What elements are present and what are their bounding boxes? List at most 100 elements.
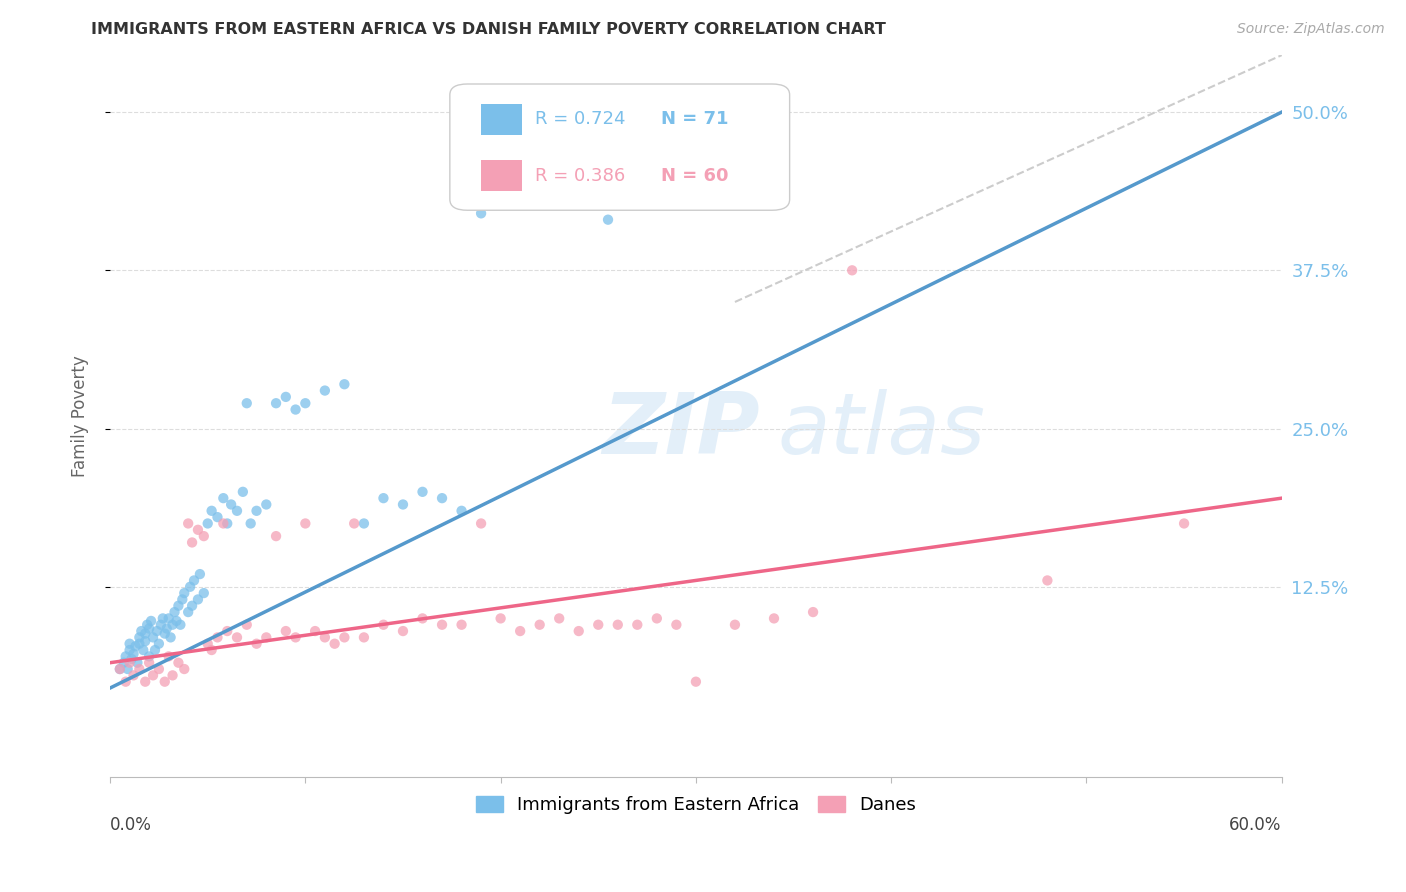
Point <box>173 662 195 676</box>
Point <box>128 631 150 645</box>
Point <box>284 631 307 645</box>
Point <box>118 637 141 651</box>
Point <box>236 396 259 410</box>
Point <box>121 652 143 666</box>
Point <box>284 402 307 417</box>
FancyBboxPatch shape <box>481 161 523 191</box>
Point <box>430 617 453 632</box>
Point <box>801 605 824 619</box>
Point <box>177 516 200 531</box>
Point <box>724 617 747 632</box>
Point <box>264 396 287 410</box>
Point <box>212 516 235 531</box>
Point <box>392 624 415 638</box>
Point <box>353 516 375 531</box>
Point <box>489 611 512 625</box>
Point <box>274 624 297 638</box>
Point <box>568 624 591 638</box>
Point <box>606 617 628 632</box>
Text: N = 60: N = 60 <box>661 167 728 185</box>
Point <box>187 523 209 537</box>
Point <box>157 649 180 664</box>
Point <box>181 599 204 613</box>
Text: IMMIGRANTS FROM EASTERN AFRICA VS DANISH FAMILY POVERTY CORRELATION CHART: IMMIGRANTS FROM EASTERN AFRICA VS DANISH… <box>91 22 886 37</box>
Point <box>373 491 395 505</box>
Point <box>373 617 395 632</box>
Point <box>217 624 239 638</box>
Point <box>131 624 153 638</box>
Point <box>665 617 688 632</box>
Point <box>470 206 492 220</box>
Point <box>128 637 150 651</box>
Point <box>588 617 610 632</box>
Point <box>841 263 863 277</box>
Point <box>353 631 375 645</box>
Point <box>645 611 668 625</box>
Point <box>323 637 346 651</box>
Point <box>588 194 610 208</box>
Point <box>114 649 136 664</box>
Point <box>122 647 145 661</box>
Point <box>172 592 194 607</box>
Point <box>166 614 188 628</box>
Point <box>193 586 215 600</box>
Point <box>143 643 166 657</box>
Point <box>138 622 160 636</box>
Point <box>201 643 224 657</box>
Point <box>207 510 229 524</box>
Text: 0.0%: 0.0% <box>110 816 152 834</box>
Text: Source: ZipAtlas.com: Source: ZipAtlas.com <box>1237 22 1385 37</box>
Point <box>430 491 453 505</box>
Point <box>142 668 165 682</box>
Point <box>239 516 262 531</box>
Point <box>392 498 415 512</box>
Point <box>173 586 195 600</box>
Point <box>139 614 162 628</box>
Point <box>134 634 156 648</box>
Point <box>343 516 366 531</box>
Point <box>118 643 141 657</box>
Point <box>162 668 184 682</box>
Point <box>529 617 551 632</box>
Point <box>232 484 254 499</box>
Point <box>127 656 149 670</box>
Point <box>108 662 131 676</box>
Text: R = 0.386: R = 0.386 <box>536 167 626 185</box>
Point <box>596 212 619 227</box>
Point <box>108 662 131 676</box>
Point <box>412 611 434 625</box>
Point <box>163 605 186 619</box>
Point <box>138 649 160 664</box>
Point <box>187 592 209 607</box>
Point <box>450 617 472 632</box>
Text: 60.0%: 60.0% <box>1229 816 1282 834</box>
Text: N = 71: N = 71 <box>661 110 728 128</box>
Point <box>124 639 146 653</box>
Point <box>136 617 159 632</box>
Point <box>153 674 176 689</box>
Point <box>122 668 145 682</box>
Point <box>117 662 139 676</box>
Point <box>197 516 219 531</box>
Point <box>142 631 165 645</box>
Point <box>294 516 316 531</box>
Point <box>128 662 150 676</box>
Text: atlas: atlas <box>778 389 986 472</box>
Point <box>254 631 277 645</box>
Point <box>152 611 174 625</box>
Point <box>183 574 205 588</box>
Point <box>412 484 434 499</box>
Point <box>167 656 190 670</box>
Point <box>207 631 229 645</box>
FancyBboxPatch shape <box>450 84 790 211</box>
Point <box>149 617 172 632</box>
Point <box>470 516 492 531</box>
Point <box>763 611 786 625</box>
Point <box>274 390 297 404</box>
Point <box>245 504 267 518</box>
Point <box>162 617 184 632</box>
Point <box>314 631 336 645</box>
Point <box>245 637 267 651</box>
Point <box>112 656 135 670</box>
Point <box>134 674 156 689</box>
